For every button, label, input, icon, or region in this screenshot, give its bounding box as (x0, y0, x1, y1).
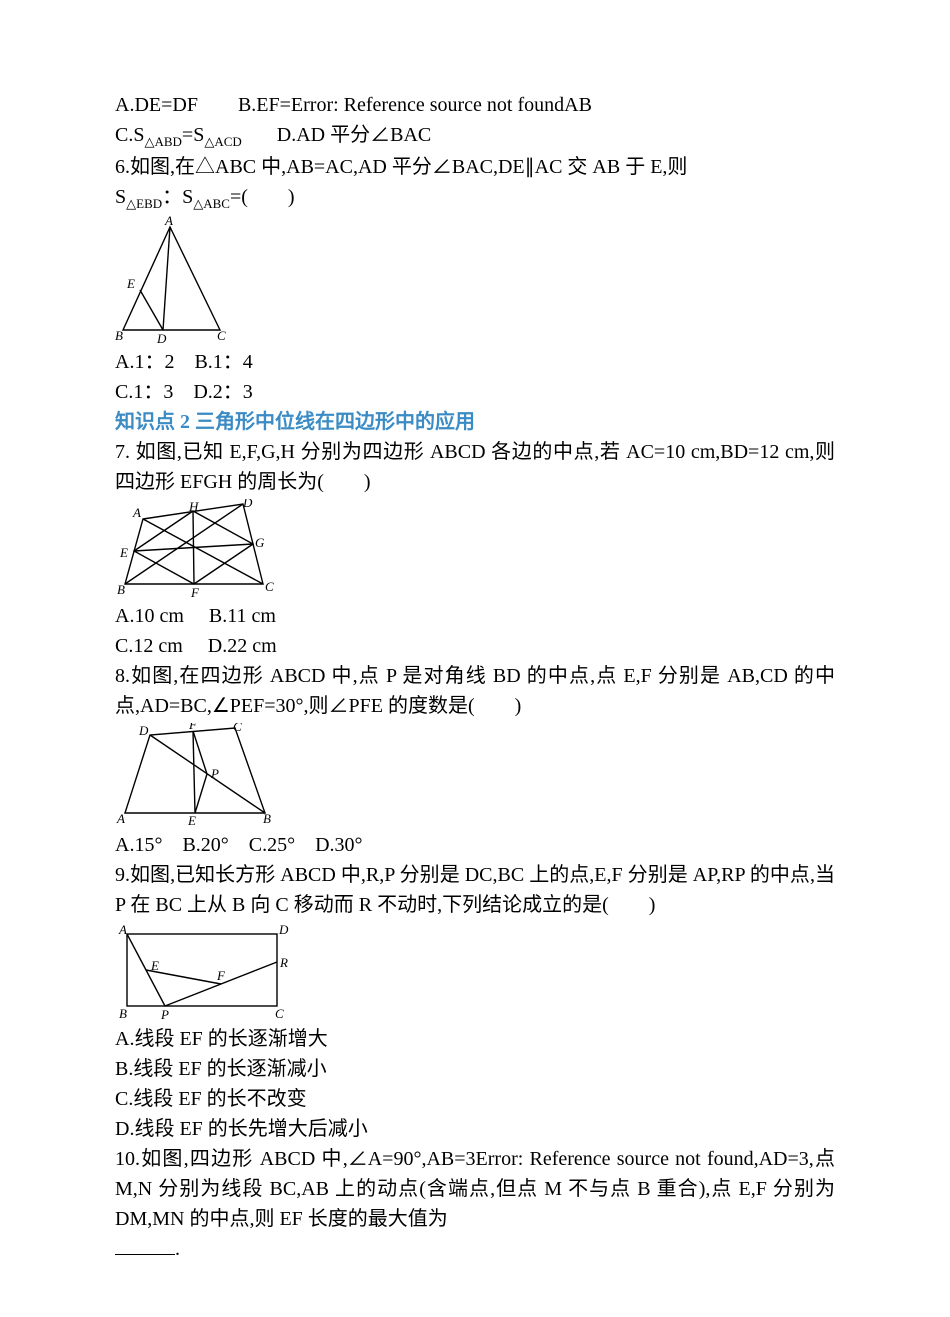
q8-label-F: F (188, 723, 198, 732)
q6-ratio-line: S△EBD：S△ABC=( ) (115, 182, 835, 214)
q9-label-F: F (216, 968, 226, 983)
q9-label-A: A (118, 922, 127, 937)
q6-options-AB: A.1：2 B.1：4 (115, 347, 835, 377)
q6-label-B: B (115, 328, 123, 343)
q7-figure: A D C B E H G F (115, 499, 835, 599)
q10-period: . (175, 1238, 180, 1260)
q5-options-line2: C.S△ABD=S△ACD D.AD 平分∠BAC (115, 120, 835, 152)
q6-ratio-mid: ：S (162, 186, 193, 208)
q9-label-R: R (279, 955, 288, 970)
q6-figure: A E B D C (115, 215, 835, 345)
q9-stem: 9.如图,已知长方形 ABCD 中,R,P 分别是 DC,BC 上的点,E,F … (115, 860, 835, 920)
q5-optC-mid: =S (182, 124, 204, 146)
q8-label-D: D (138, 723, 149, 738)
q9-figure: A D B C R P E F (115, 922, 835, 1022)
q8-label-P: P (210, 766, 219, 781)
q7-label-F: F (190, 585, 200, 599)
q7-label-D: D (242, 499, 253, 510)
q5-optC-sub2: △ACD (204, 134, 241, 149)
q9-label-D: D (278, 922, 289, 937)
q8-figure: A B C D E F P (115, 723, 835, 828)
q10-stem-p2: . (115, 1234, 835, 1264)
q9-optB: B.线段 EF 的长逐渐减小 (115, 1054, 835, 1084)
q7-label-H: H (188, 499, 199, 514)
q8-label-C: C (233, 723, 242, 734)
q8-label-A: A (116, 811, 125, 826)
q7-stem: 7. 如图,已知 E,F,G,H 分别为四边形 ABCD 各边的中点,若 AC=… (115, 437, 835, 497)
q5-optC-sub1: △ABD (144, 134, 181, 149)
knowledge-point-2-heading: 知识点 2 三角形中位线在四边形中的应用 (115, 407, 835, 437)
q8-label-E: E (187, 813, 196, 828)
q5-optD: D.AD 平分∠BAC (277, 124, 431, 146)
q7-label-G: G (255, 535, 265, 550)
q6-ratio-sub2: △ABC (193, 196, 230, 211)
q9-label-E: E (150, 958, 159, 973)
q6-label-D: D (156, 331, 167, 345)
q6-ratio-sub1: △EBD (126, 196, 162, 211)
q6-ratio-pre: S (115, 186, 126, 208)
q9-optA: A.线段 EF 的长逐渐增大 (115, 1024, 835, 1054)
q6-label-E: E (126, 276, 135, 291)
q6-ratio-post: =( ) (230, 186, 295, 208)
q9-optC: C.线段 EF 的长不改变 (115, 1084, 835, 1114)
q7-label-B: B (117, 582, 125, 597)
q8-options: A.15° B.20° C.25° D.30° (115, 830, 835, 860)
q9-label-C: C (275, 1006, 284, 1021)
q5-options-line1: A.DE=DF B.EF=Error: Reference source not… (115, 90, 835, 120)
q7-options-CD: C.12 cm D.22 cm (115, 631, 835, 661)
q7-label-A: A (132, 505, 141, 520)
q9-optD: D.线段 EF 的长先增大后减小 (115, 1114, 835, 1144)
q9-label-B: B (119, 1006, 127, 1021)
q6-stem: 6.如图,在△ABC 中,AB=AC,AD 平分∠BAC,DE∥AC 交 AB … (115, 152, 835, 182)
q7-label-E: E (119, 545, 128, 560)
q5-optA: A.DE=DF (115, 94, 198, 116)
q5-optB: B.EF=Error: Reference source not foundAB (238, 94, 592, 116)
q5-optC-pre: C.S (115, 124, 144, 146)
q7-label-C: C (265, 579, 274, 594)
q6-label-C: C (217, 328, 226, 343)
q6-options-CD: C.1：3 D.2：3 (115, 377, 835, 407)
q6-label-A: A (164, 215, 173, 228)
q8-stem: 8.如图,在四边形 ABCD 中,点 P 是对角线 BD 的中点,点 E,F 分… (115, 661, 835, 721)
q7-options-AB: A.10 cm B.11 cm (115, 601, 835, 631)
q8-label-B: B (263, 811, 271, 826)
q9-label-P: P (160, 1007, 169, 1022)
q10-stem-p1: 10.如图,四边形 ABCD 中,∠A=90°,AB=3Error: Refer… (115, 1144, 835, 1234)
q10-blank (115, 1235, 175, 1255)
